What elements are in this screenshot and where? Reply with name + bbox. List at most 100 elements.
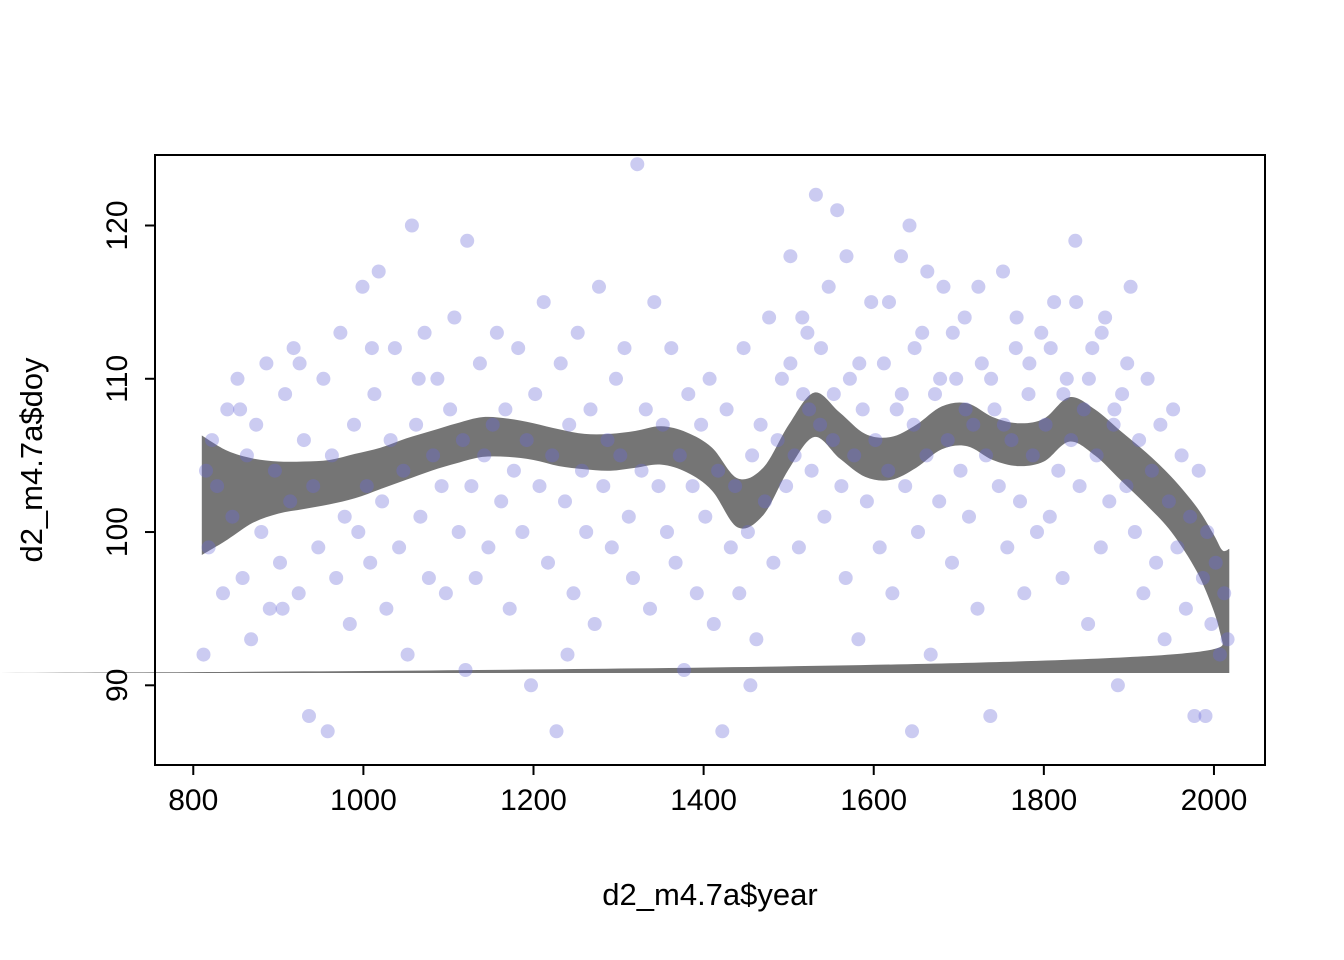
data-point [881, 463, 896, 478]
data-point [235, 571, 250, 585]
data-point [1034, 325, 1049, 340]
data-point [575, 463, 589, 478]
data-point [426, 448, 441, 463]
data-point [802, 402, 817, 417]
data-point [932, 494, 947, 509]
data-point [278, 387, 293, 402]
data-point [634, 463, 649, 478]
data-point [664, 341, 679, 356]
data-point [485, 417, 500, 432]
data-point [1107, 402, 1122, 417]
data-point [283, 494, 298, 509]
data-point [987, 402, 1002, 417]
data-point [230, 371, 245, 386]
data-point [1025, 448, 1040, 463]
data-point [919, 448, 934, 463]
data-point [1055, 571, 1070, 585]
data-point [583, 402, 598, 417]
data-point [1212, 647, 1227, 662]
data-point [1085, 341, 1100, 356]
data-point [1017, 586, 1032, 601]
data-point [694, 417, 709, 432]
data-point [1136, 586, 1151, 601]
data-point [196, 647, 211, 662]
data-point [962, 509, 976, 524]
data-point [532, 479, 547, 494]
data-point [911, 525, 925, 539]
data-point [302, 709, 316, 723]
data-point [905, 724, 919, 739]
data-point [528, 387, 543, 402]
data-point [796, 387, 811, 402]
data-point [566, 586, 581, 601]
data-point [355, 279, 370, 294]
data-point [324, 448, 339, 463]
data-point [351, 525, 366, 539]
data-point [791, 540, 806, 555]
data-point [600, 433, 615, 448]
data-point [201, 540, 216, 555]
data-point [502, 601, 517, 616]
data-point [296, 433, 311, 448]
data-point [813, 417, 828, 432]
data-point [1043, 341, 1058, 356]
data-point [205, 433, 219, 448]
data-point [894, 249, 908, 264]
data-point [723, 540, 738, 555]
data-point [774, 371, 789, 386]
data-point [404, 218, 419, 233]
data-point [1009, 310, 1024, 325]
data-point [494, 494, 509, 509]
data-point [286, 341, 301, 356]
plot-border [154, 154, 1266, 766]
data-point [834, 479, 849, 494]
data-point [621, 509, 636, 524]
data-point [655, 417, 670, 432]
data-point [392, 540, 407, 555]
data-point [367, 387, 382, 402]
data-point [1008, 341, 1023, 356]
data-point [451, 525, 466, 539]
data-point [1081, 371, 1096, 386]
data-point [920, 264, 935, 279]
data-point [864, 295, 879, 310]
data-point [949, 371, 964, 386]
data-point [630, 157, 645, 172]
data-point [660, 525, 674, 539]
data-point [337, 509, 352, 524]
data-point [842, 371, 857, 386]
data-point [1047, 295, 1062, 310]
data-point [438, 586, 453, 601]
data-point [966, 417, 981, 432]
smoother-band [0, 392, 1230, 674]
data-point [210, 479, 225, 494]
data-point [262, 601, 277, 616]
x-tick-label: 1600 [840, 784, 907, 817]
data-point [1132, 433, 1147, 448]
data-point [1200, 525, 1215, 539]
data-point [923, 647, 938, 662]
data-point [549, 724, 564, 739]
data-point [617, 341, 632, 356]
data-point [1144, 463, 1159, 478]
data-point [762, 310, 777, 325]
data-point [536, 295, 551, 310]
data-point [455, 433, 470, 448]
data-point [379, 601, 394, 616]
data-point [715, 724, 730, 739]
data-point [749, 632, 764, 647]
data-point [983, 709, 998, 723]
data-point [558, 494, 572, 509]
data-point [689, 586, 704, 601]
data-point [560, 647, 575, 662]
data-point [740, 525, 755, 539]
scatter-points [196, 157, 1235, 739]
data-point [489, 325, 504, 340]
data-point [239, 448, 254, 463]
data-point [443, 402, 458, 417]
data-point [347, 417, 361, 432]
data-point [291, 586, 306, 601]
data-point [570, 325, 585, 340]
y-tick-label: 100 [101, 507, 134, 557]
